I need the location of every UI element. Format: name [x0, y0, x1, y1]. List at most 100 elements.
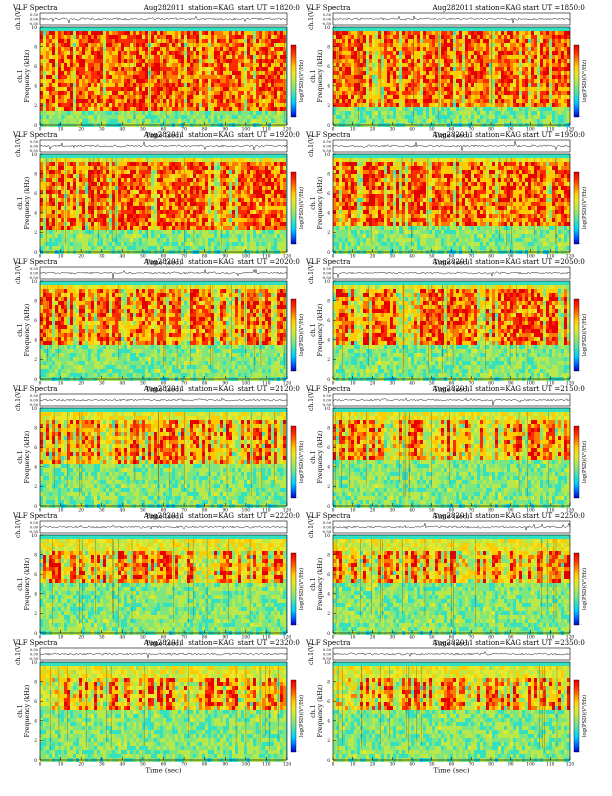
spectrogram-cell: [423, 91, 426, 95]
spectrogram-cell: [76, 182, 79, 186]
spectrogram-cell: [91, 218, 94, 222]
spectrogram-cell: [378, 55, 381, 59]
spectrogram-cell: [348, 91, 351, 95]
spectrogram-cell: [235, 75, 238, 79]
spectrogram-cell: [256, 35, 259, 39]
spectrogram-cell: [333, 87, 336, 91]
spectrogram-cell: [184, 95, 187, 99]
spectrogram-cell: [85, 234, 88, 238]
spectrogram-cell: [106, 99, 109, 103]
spectrogram-cell: [459, 75, 462, 79]
spectrogram-cell: [178, 55, 181, 59]
spectrogram-cell: [447, 111, 450, 115]
spectrogram-cell: [103, 111, 106, 115]
spectrogram-cell: [513, 99, 516, 103]
spectrogram-cell: [250, 111, 253, 115]
spectrogram-cell: [85, 242, 88, 246]
spectrogram-cell: [271, 31, 274, 35]
spectrogram-cell: [226, 103, 229, 107]
spectrogram-cell: [58, 182, 61, 186]
spectrogram-cell: [85, 178, 88, 182]
spectrogram-cell: [52, 79, 55, 83]
spectrogram-cell: [202, 95, 205, 99]
spectrogram-cell: [369, 63, 372, 67]
spectrogram-cell: [112, 67, 115, 71]
spectrogram-cell: [465, 63, 468, 67]
spectrogram-cell: [244, 59, 247, 63]
spectrogram-cell: [58, 238, 61, 242]
spectrogram-cell: [43, 246, 46, 250]
spectrogram-cell: [94, 182, 97, 186]
spectrogram-cell: [390, 59, 393, 63]
spectrogram-cell: [223, 115, 226, 119]
spectrogram-cell: [280, 63, 283, 67]
spectrogram-cell: [393, 63, 396, 67]
spectrogram-cell: [187, 115, 190, 119]
spectrogram-cell: [444, 47, 447, 51]
spectrogram-cell: [256, 71, 259, 75]
spectrogram-cell: [103, 95, 106, 99]
spectrogram-cell: [130, 190, 133, 194]
spectrogram-cell: [516, 103, 519, 107]
spectrogram-cell: [73, 170, 76, 174]
spectrogram-cell: [73, 47, 76, 51]
spectrogram-cell: [492, 79, 495, 83]
spectrogram-cell: [381, 71, 384, 75]
spectrogram-cell: [154, 67, 157, 71]
spectrogram-cell: [423, 39, 426, 43]
spectrogram-cell: [121, 103, 124, 107]
spectrogram-cell: [112, 103, 115, 107]
spectrogram-cell: [393, 27, 396, 31]
spectrogram-cell: [417, 55, 420, 59]
spectrogram-cell: [43, 218, 46, 222]
spectrogram-cell: [232, 39, 235, 43]
spectrogram-cell: [109, 166, 112, 170]
spectrogram-cell: [112, 210, 115, 214]
spectrogram-cell: [468, 95, 471, 99]
spectrogram-cell: [354, 47, 357, 51]
spectrogram-cell: [181, 67, 184, 71]
spectrogram-cell: [121, 59, 124, 63]
spectrogram-cell: [498, 103, 501, 107]
spectrogram-cell: [426, 99, 429, 103]
spectrogram-cell: [552, 67, 555, 71]
spectrogram-cell: [157, 119, 160, 123]
spectrogram-cell: [109, 115, 112, 119]
spectrogram-cell: [88, 154, 91, 158]
spectrogram-cell: [199, 111, 202, 115]
spectrogram-cell: [103, 202, 106, 206]
spectrogram-cell: [342, 43, 345, 47]
spectrogram-cell: [217, 119, 220, 123]
spectrogram-cell: [85, 222, 88, 226]
spectrogram-cell: [387, 35, 390, 39]
spectrogram-cell: [133, 79, 136, 83]
spectrogram-cell: [103, 103, 106, 107]
spectrogram-cell: [64, 35, 67, 39]
spectrogram-cell: [139, 75, 142, 79]
spectrogram-cell: [390, 35, 393, 39]
spectrogram-cell: [52, 43, 55, 47]
spectrogram-cell: [262, 119, 265, 123]
spectrogram-cell: [211, 71, 214, 75]
spectrogram-cell: [256, 91, 259, 95]
spectrogram-cell: [85, 226, 88, 230]
spectrogram-cell: [522, 47, 525, 51]
spectrogram-cell: [360, 39, 363, 43]
spectrogram-cell: [333, 119, 336, 123]
spectrogram-cell: [396, 31, 399, 35]
spectrogram-cell: [495, 103, 498, 107]
spectrogram-cell: [220, 119, 223, 123]
spectrogram-cell: [342, 91, 345, 95]
spectrogram-cell: [145, 87, 148, 91]
spectrogram-cell: [94, 246, 97, 250]
spectrogram-cell: [211, 59, 214, 63]
spectrogram-cell: [85, 67, 88, 71]
spectrogram-cell: [507, 87, 510, 91]
spectrogram-cell: [555, 35, 558, 39]
spectrogram-cell: [537, 35, 540, 39]
spectrogram-cell: [399, 119, 402, 123]
spectrogram-cell: [223, 79, 226, 83]
spectrogram-cell: [181, 59, 184, 63]
spectrogram-cell: [130, 91, 133, 95]
spectrogram-cell: [181, 31, 184, 35]
